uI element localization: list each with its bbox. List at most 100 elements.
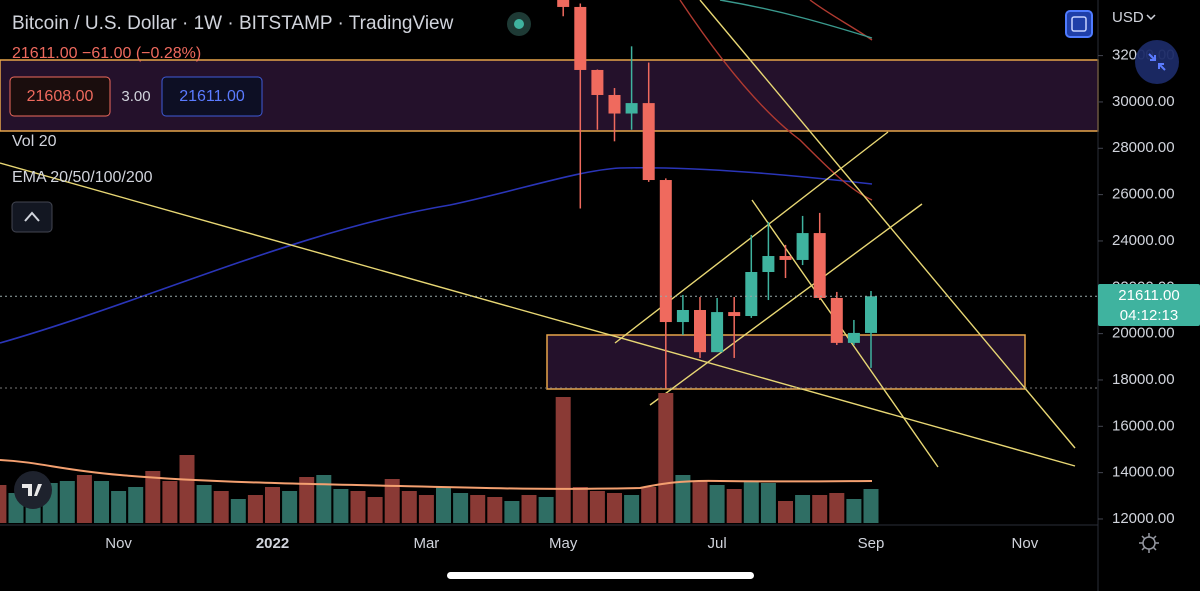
tv-logo-mark: [22, 484, 42, 496]
volume-bar: [282, 491, 298, 523]
volume-bar: [436, 487, 451, 523]
candle-body: [728, 312, 741, 317]
y-tick-label: 20000.00: [1112, 325, 1175, 342]
candle-body: [779, 256, 792, 260]
volume-bar: [333, 489, 349, 523]
home-indicator: [447, 572, 754, 579]
volume-bar: [59, 481, 75, 523]
candle-body: [796, 233, 809, 260]
volume-bar: [658, 393, 674, 523]
volume-bar: [572, 487, 588, 523]
sell-button[interactable]: [9, 76, 111, 117]
collapse-button[interactable]: [11, 201, 53, 233]
volume-bar: [641, 487, 657, 523]
volume-bar: [487, 497, 503, 523]
collapse-icon: [1148, 53, 1166, 71]
volume-bar: [162, 481, 178, 523]
currency[interactable]: USD: [1112, 9, 1144, 26]
volume-bar: [778, 501, 793, 523]
volume-bar: [230, 499, 246, 523]
layout-icon: [1071, 16, 1087, 32]
volume-bar: [111, 491, 127, 523]
ema-100: [679, 0, 873, 201]
zoom-button[interactable]: [1135, 40, 1179, 84]
last-price-tag: [1098, 284, 1200, 326]
x-tick-label: 2022: [256, 535, 289, 552]
candle-body: [608, 94, 621, 114]
volume-bar: [692, 481, 708, 523]
quote: 21611.00 −61.00 (−0.28%): [12, 45, 201, 62]
x-tick-label: Sep: [858, 535, 885, 552]
volume-bar: [350, 491, 366, 523]
volume-bar: [265, 487, 280, 523]
channel-line: [649, 203, 923, 406]
volume-bar: [367, 497, 383, 523]
y-tick-label: 18000.00: [1112, 371, 1175, 388]
x-tick-label: Jul: [708, 535, 727, 552]
y-tick-label: 26000.00: [1112, 186, 1175, 203]
ema-200: [0, 166, 873, 344]
ema-20: [719, 0, 873, 39]
candle-body: [659, 180, 672, 323]
volume-bar: [213, 491, 229, 523]
spread: 3.00: [121, 88, 150, 105]
trend-line: [0, 162, 1076, 467]
candle-body: [557, 0, 570, 7]
candle-body: [676, 309, 689, 323]
currency-chevron: [1146, 14, 1156, 21]
settings-icon[interactable]: [1139, 533, 1159, 553]
volume-bar: [94, 481, 109, 523]
x-tick-label: Nov: [105, 535, 132, 552]
volume-bar: [607, 493, 622, 523]
buy-button[interactable]: [161, 76, 263, 117]
volume-bar: [795, 495, 811, 523]
volume-bar: [521, 495, 537, 523]
volume-bar: [418, 495, 434, 523]
y-tick-label: 28000.00: [1112, 139, 1175, 156]
chart-title: Bitcoin / U.S. Dollar · 1W · BITSTAMP · …: [12, 13, 454, 34]
candle-body: [847, 332, 860, 343]
candle-body: [694, 309, 706, 353]
x-tick-label: Nov: [1012, 535, 1039, 552]
y-tick-label: 16000.00: [1112, 417, 1175, 434]
y-tick-label: 24000.00: [1112, 232, 1175, 249]
volume-bar: [0, 485, 7, 523]
ask-price: 21611.00: [179, 88, 245, 105]
status-dot: [514, 19, 524, 29]
x-tick-label: May: [549, 535, 578, 552]
candle-body: [625, 103, 638, 114]
bid-price: 21608.00: [27, 88, 94, 105]
layout-button[interactable]: [1065, 10, 1093, 38]
candle-body: [830, 297, 843, 343]
volume-bar: [384, 479, 400, 523]
gear-teeth: [1139, 533, 1159, 553]
volume-bar: [709, 485, 725, 523]
volume-bar: [504, 501, 520, 523]
volume-bar: [589, 491, 605, 523]
candle-body: [745, 271, 758, 317]
volume-bar: [470, 495, 486, 523]
candle-body: [574, 6, 587, 70]
candle-body: [762, 256, 775, 272]
volume-ma: [0, 459, 873, 490]
volume-bar: [812, 495, 828, 523]
volume-bar: [453, 493, 469, 523]
volume-bar: [743, 481, 759, 523]
tv-logo[interactable]: [14, 471, 52, 509]
trend-line: [699, 0, 1076, 449]
indicator-label: Vol 20: [12, 133, 57, 150]
support-zone: [546, 334, 1026, 390]
volume-bar: [401, 491, 417, 523]
candle-body: [642, 103, 655, 181]
y-tick-label: 14000.00: [1112, 464, 1175, 481]
volume-bar: [316, 475, 332, 523]
x-tick-label: Mar: [413, 535, 439, 552]
volume-bar: [299, 477, 315, 523]
volume-bar: [179, 455, 195, 523]
last-price-label: 21611.00: [1118, 287, 1179, 304]
candle-body: [711, 312, 724, 353]
y-tick-label: 12000.00: [1112, 510, 1175, 527]
volume-bar: [863, 489, 879, 523]
drawings-back: [0, 0, 1099, 468]
